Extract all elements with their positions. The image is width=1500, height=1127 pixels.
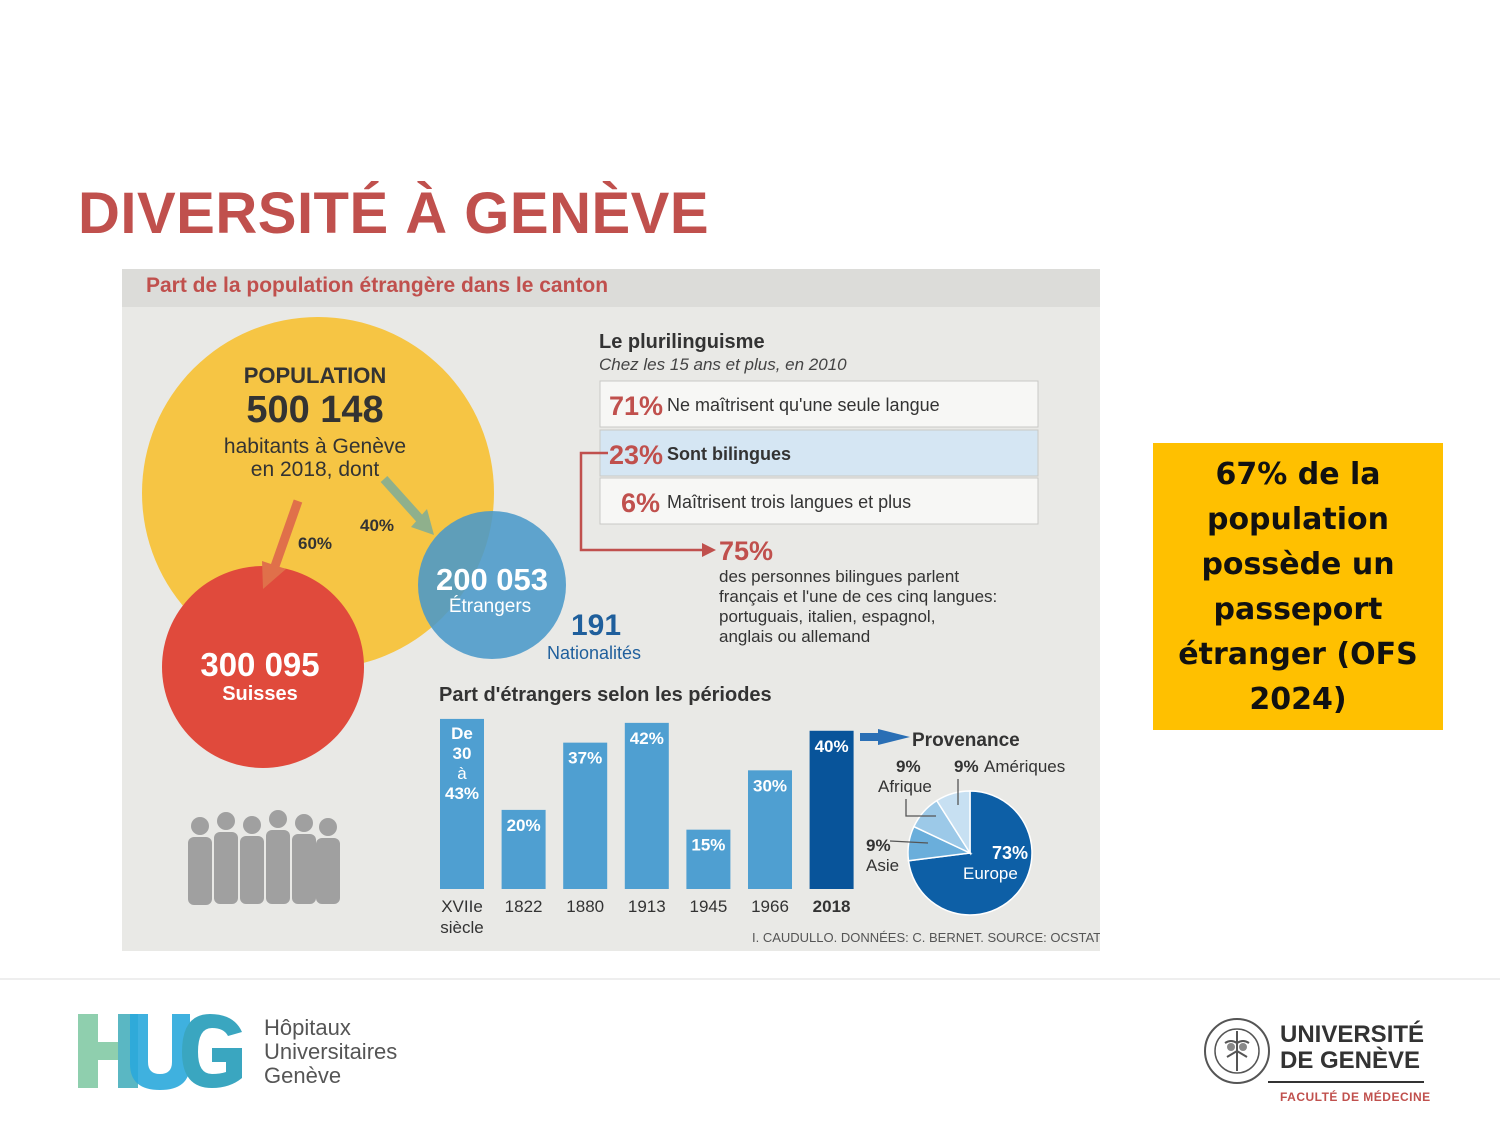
bar-category-label: 1880 bbox=[566, 897, 604, 916]
bar-2018 bbox=[809, 730, 854, 889]
bar-value-label: 30% bbox=[753, 776, 787, 795]
nationalities-value: 191 bbox=[571, 609, 621, 642]
pluri-title: Le plurilinguisme bbox=[599, 331, 765, 353]
hug-name-line-2: Universitaires bbox=[264, 1039, 398, 1064]
hug-name-line-3: Genève bbox=[264, 1063, 342, 1088]
swiss-value: 300 095 bbox=[200, 646, 319, 683]
population-desc-line2: en 2018, dont bbox=[251, 458, 380, 481]
bar-category-label: 1822 bbox=[505, 897, 543, 916]
slide-title: DIVERSITÉ À GENÈVE bbox=[78, 181, 710, 246]
swiss-pct: 60% bbox=[298, 534, 332, 553]
pie-label-asie-name: Asie bbox=[866, 856, 899, 875]
bar-XVIIe-siècle bbox=[440, 718, 484, 889]
pie-chart-title: Provenance bbox=[912, 730, 1020, 751]
pie-label-asie-value: 9% bbox=[866, 836, 891, 855]
unige-name-line-2: DE GENÈVE bbox=[1280, 1047, 1421, 1074]
bilingual-line-4: anglais ou allemand bbox=[719, 627, 870, 646]
foreign-circle bbox=[418, 511, 566, 659]
unige-divider bbox=[1268, 1081, 1424, 1083]
pie-label-afrique-name: Afrique bbox=[878, 777, 932, 796]
bar-1945 bbox=[686, 829, 731, 889]
bar-1913 bbox=[624, 722, 669, 889]
unige-name-line-1: UNIVERSITÉ bbox=[1280, 1021, 1425, 1048]
population-total: 500 148 bbox=[246, 389, 383, 431]
arrow-foreign bbox=[380, 475, 424, 523]
bilingual-line-3: portuguais, italien, espagnol, bbox=[719, 607, 935, 626]
pie-slice-amériques bbox=[935, 790, 971, 856]
credit-text: I. CAUDULLO. DONNÉES: C. BERNET. SOURCE:… bbox=[752, 930, 1100, 945]
people-silhouettes-icon bbox=[188, 810, 340, 905]
hug-name-line-1: Hôpitaux bbox=[264, 1015, 351, 1040]
bar-value-label: 20% bbox=[507, 816, 541, 835]
pie-leader-asie bbox=[889, 840, 929, 844]
bilingual-connector bbox=[579, 451, 704, 552]
bar-value-label: 40% bbox=[815, 737, 849, 756]
nationalities-label: Nationalités bbox=[547, 643, 641, 663]
bar-category-label: siècle bbox=[440, 918, 483, 937]
pluri-row-2-label: Sont bilingues bbox=[667, 444, 791, 464]
bar-label-first-line: à bbox=[457, 764, 467, 783]
bar-chart-title: Part d'étrangers selon les périodes bbox=[439, 684, 772, 706]
pluri-row-1 bbox=[599, 380, 1039, 428]
foreign-label: Étrangers bbox=[449, 596, 531, 617]
pie-label-europe-value: 73% bbox=[992, 843, 1028, 863]
bar-category-label: XVIIe bbox=[441, 897, 483, 916]
unige-name: UNIVERSITÉ DE GENÈVE bbox=[1280, 1022, 1424, 1074]
callout-text: 67% de la population possède un passepor… bbox=[1178, 456, 1418, 717]
pluri-row-1-label: Ne maîtrisent qu'une seule langue bbox=[667, 395, 940, 415]
hug-logo-icon bbox=[78, 1014, 242, 1090]
infographic-title: Part de la population étrangère dans le … bbox=[146, 274, 608, 297]
bar-1822 bbox=[501, 809, 546, 889]
bilingual-arrow-head bbox=[702, 543, 716, 557]
pluri-row-3-pct: 6% bbox=[621, 488, 660, 518]
swiss-circle bbox=[162, 566, 364, 768]
bar-label-first-line: De bbox=[451, 724, 473, 743]
pluri-row-3-label: Maîtrisent trois langues et plus bbox=[667, 492, 911, 512]
bar-1966 bbox=[748, 770, 792, 889]
population-desc-line1: habitants à Genève bbox=[224, 435, 406, 458]
bar-1880 bbox=[563, 742, 608, 889]
pie-label-afrique-value: 9% bbox=[896, 757, 921, 776]
bar-category-label: 2018 bbox=[813, 897, 851, 916]
swiss-label: Suisses bbox=[222, 683, 298, 705]
bar-category-label: 1945 bbox=[689, 897, 727, 916]
bar-value-label: 42% bbox=[630, 729, 664, 748]
unige-seal-icon bbox=[1204, 1018, 1270, 1084]
foreign-pct: 40% bbox=[360, 516, 394, 535]
population-label: POPULATION bbox=[244, 363, 387, 388]
pluri-row-2 bbox=[599, 429, 1039, 477]
bilingual-pct: 75% bbox=[719, 536, 773, 566]
pluri-subtitle: Chez les 15 ans et plus, en 2010 bbox=[599, 355, 847, 374]
pie-leader-afrique bbox=[905, 799, 936, 817]
arrow-foreign-head bbox=[411, 509, 434, 535]
pie-label-ameriques-value: 9% bbox=[954, 757, 979, 776]
provenance-arrow-shaft bbox=[860, 733, 880, 741]
pluri-row-1-pct: 71% bbox=[609, 391, 663, 421]
unige-faculty: FACULTÉ DE MÉDECINE bbox=[1280, 1090, 1431, 1104]
bar-category-label: 1913 bbox=[628, 897, 666, 916]
callout-box: 67% de la population possède un passepor… bbox=[1153, 443, 1443, 730]
foreign-value: 200 053 bbox=[436, 562, 548, 597]
bilingual-line-2: français et l'une de ces cinq langues: bbox=[719, 587, 997, 606]
pluri-row-2-pct: 23% bbox=[609, 440, 663, 470]
arrow-swiss-head bbox=[262, 561, 286, 589]
hug-name: Hôpitaux Universitaires Genève bbox=[264, 1016, 397, 1088]
pie-label-ameriques-name: Amériques bbox=[984, 757, 1065, 776]
pluri-row-3 bbox=[599, 477, 1039, 525]
bar-label-first-line: 30 bbox=[453, 744, 472, 763]
bar-value-label: 37% bbox=[568, 749, 602, 768]
arrow-swiss bbox=[269, 499, 303, 571]
infographic: Part de la population étrangère dans le … bbox=[122, 269, 1100, 951]
bar-label-first-line: 43% bbox=[445, 784, 479, 803]
bilingual-line-1: des personnes bilingues parlent bbox=[719, 567, 959, 586]
bar-value-label: 15% bbox=[691, 836, 725, 855]
bar-category-label: 1966 bbox=[751, 897, 789, 916]
provenance-arrow-icon bbox=[878, 729, 910, 745]
pie-label-europe-name: Europe bbox=[963, 864, 1018, 883]
